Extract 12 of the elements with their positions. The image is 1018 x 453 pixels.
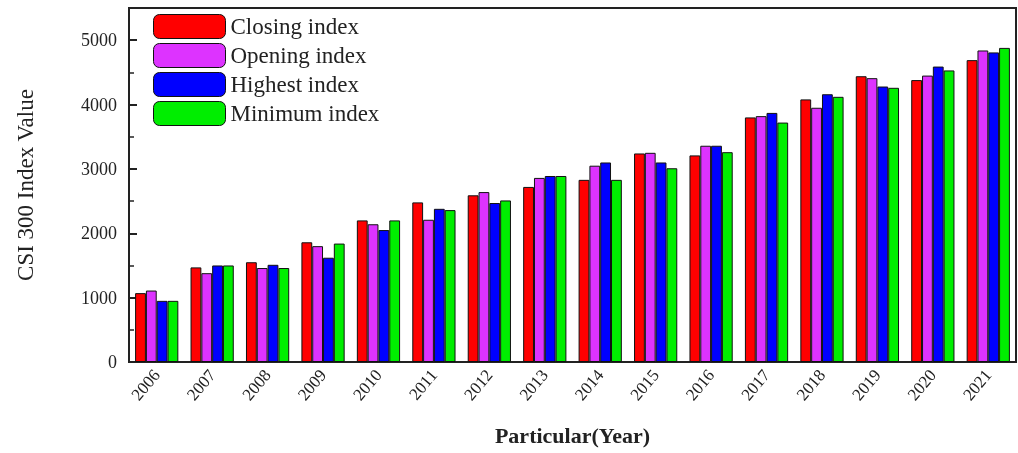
legend-label: Minimum index xyxy=(230,101,380,126)
y-tick-label: 0 xyxy=(108,352,117,372)
legend-label: Highest index xyxy=(230,72,360,97)
y-tick-label: 4000 xyxy=(81,94,117,115)
legend-label: Closing index xyxy=(230,14,360,39)
y-tick-label: 1000 xyxy=(81,287,117,308)
x-axis-title: Particular(Year) xyxy=(494,422,651,448)
legend-label: Opening index xyxy=(230,43,368,68)
y-tick-label: 2000 xyxy=(81,223,117,244)
y-tick-label: 5000 xyxy=(81,30,117,51)
y-tick-label: 3000 xyxy=(81,158,117,179)
y-axis-title: CSI 300 Index Value xyxy=(13,89,38,281)
